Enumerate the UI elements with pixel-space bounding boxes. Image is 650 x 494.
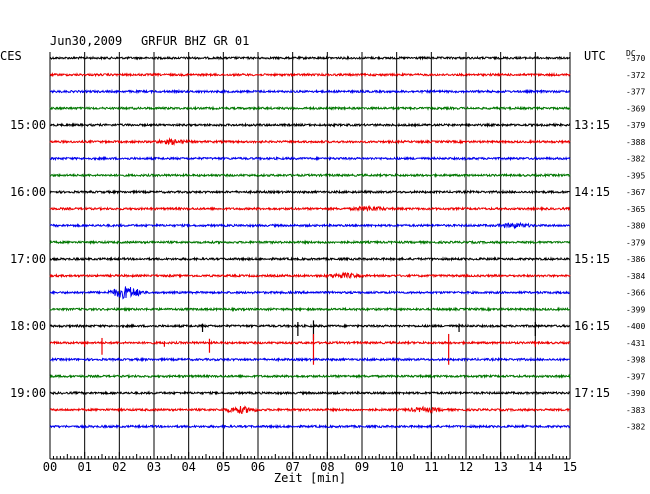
- x-axis-label: Zeit [min]: [274, 471, 346, 485]
- dc-offset-value: -367: [626, 188, 645, 197]
- dc-offset-value: -390: [626, 389, 645, 398]
- dc-offset-value: -369: [626, 104, 645, 113]
- trace-row: [49, 105, 571, 111]
- dc-label: DC: [626, 49, 636, 58]
- trace-row: [49, 339, 571, 346]
- header-date: Jun30,2009: [50, 34, 122, 48]
- trace-row: [49, 373, 571, 380]
- trace-row: [49, 155, 571, 162]
- trace-row: [49, 122, 571, 128]
- left-hour-label: 16:00: [10, 185, 46, 199]
- trace-row: [49, 423, 571, 430]
- trace-row: [49, 204, 571, 212]
- time-grid: [49, 52, 571, 459]
- right-hour-label: 17:15: [574, 386, 610, 400]
- left-hour-label: 19:00: [10, 386, 46, 400]
- dc-offset-value: -388: [626, 138, 645, 147]
- x-tick-label: 11: [424, 460, 438, 474]
- dc-offset-value: -372: [626, 71, 645, 80]
- trace-row: [49, 137, 571, 146]
- trace-row: [49, 71, 571, 78]
- x-tick-label: 00: [43, 460, 57, 474]
- x-tick-label: 02: [112, 460, 126, 474]
- x-tick-label: 01: [77, 460, 91, 474]
- dc-offset-value: -397: [626, 372, 645, 381]
- trace-rows: [49, 55, 571, 430]
- dc-offset-value: -370: [626, 54, 645, 63]
- trace-row: [49, 323, 571, 329]
- trace-row: [49, 239, 571, 246]
- right-hour-labels: 13:15 14:15 15:15 16:15 17:15: [574, 118, 610, 400]
- dc-offset-value: -366: [626, 289, 645, 298]
- dc-offset-value: -379: [626, 238, 645, 247]
- trace-row: [49, 356, 571, 363]
- trace-row: [49, 55, 571, 61]
- trace-row: [49, 390, 571, 396]
- x-tick-label: 04: [181, 460, 195, 474]
- dc-offset-value: -399: [626, 305, 645, 314]
- dc-offset-labels: -370 -372 -377 -369 -379 -388 -382 -395 -367 -365…: [626, 54, 645, 432]
- dc-offset-value: -395: [626, 171, 645, 180]
- x-tick-label: 06: [251, 460, 265, 474]
- header-station: GRFUR BHZ GR 01: [141, 34, 249, 48]
- x-tick-label: 05: [216, 460, 230, 474]
- dc-offset-value: -382: [626, 423, 645, 432]
- x-tick-label: 09: [355, 460, 369, 474]
- right-hour-label: 15:15: [574, 252, 610, 266]
- x-tick-label: 13: [493, 460, 507, 474]
- dc-offset-value: -384: [626, 272, 645, 281]
- dc-offset-value: -386: [626, 255, 645, 264]
- dc-offset-value: -400: [626, 322, 645, 331]
- left-hour-labels: 15:00 16:00 17:00 18:00 19:00: [10, 118, 46, 400]
- x-tick-label: 07: [285, 460, 299, 474]
- right-timezone-label: UTC: [584, 49, 606, 63]
- x-tick-label: 08: [320, 460, 334, 474]
- dc-offset-value: -380: [626, 222, 645, 231]
- trace-row: [49, 286, 571, 300]
- trace-row: [49, 256, 571, 262]
- right-hour-label: 13:15: [574, 118, 610, 132]
- trace-row: [49, 306, 571, 313]
- trace-row: [49, 172, 571, 179]
- left-hour-label: 15:00: [10, 118, 46, 132]
- trace-row: [49, 189, 571, 195]
- dc-offset-value: -365: [626, 205, 645, 214]
- dc-offset-value: -398: [626, 356, 645, 365]
- left-timezone-label: CES: [0, 49, 22, 63]
- x-axis: 00 01 02 03 04 05 06 07 08 09 10 11 12 13 14 15: [43, 452, 577, 474]
- trace-row: [49, 271, 571, 279]
- trace-row: [49, 221, 571, 230]
- left-hour-label: 18:00: [10, 319, 46, 333]
- dc-offset-value: -431: [626, 339, 645, 348]
- x-tick-label: 10: [389, 460, 403, 474]
- left-hour-label: 17:00: [10, 252, 46, 266]
- dc-offset-value: -377: [626, 88, 645, 97]
- dc-offset-value: -382: [626, 155, 645, 164]
- dc-offset-value: -379: [626, 121, 645, 130]
- x-tick-label: 15: [563, 460, 577, 474]
- x-tick-label: 03: [147, 460, 161, 474]
- right-hour-label: 14:15: [574, 185, 610, 199]
- x-tick-label: 12: [459, 460, 473, 474]
- trace-row: [49, 405, 571, 414]
- dc-offset-value: -383: [626, 406, 645, 415]
- right-hour-label: 16:15: [574, 319, 610, 333]
- trace-row: [49, 88, 570, 95]
- x-tick-label: 14: [528, 460, 542, 474]
